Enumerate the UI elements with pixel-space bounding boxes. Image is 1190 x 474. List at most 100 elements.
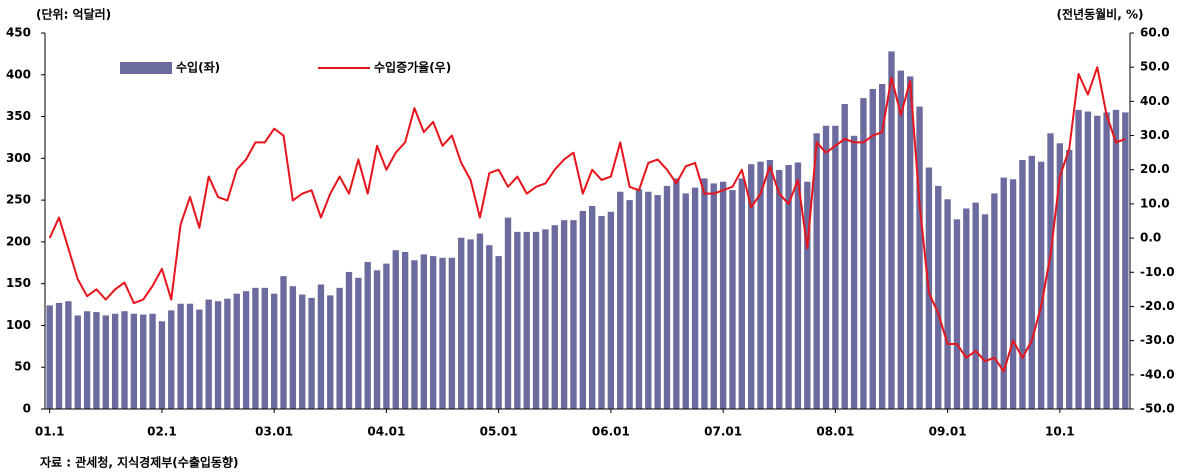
y-tick-label: 450 [6, 26, 31, 40]
bar [224, 298, 231, 409]
y-tick-label: 150 [6, 276, 31, 290]
bar [111, 313, 119, 409]
bar [299, 294, 306, 409]
bar [523, 231, 530, 409]
y2-tick-label: 10.0 [1140, 196, 1170, 210]
y-tick-label: 50 [14, 360, 31, 374]
bar [729, 190, 736, 409]
bar [682, 193, 689, 409]
bar [364, 261, 371, 409]
bar [93, 312, 100, 409]
bar [140, 314, 147, 409]
y2-tick-label: -30.0 [1140, 333, 1175, 347]
bar [766, 160, 774, 409]
bar [813, 133, 820, 409]
bar [504, 217, 512, 409]
bar [168, 310, 175, 409]
bar [1084, 111, 1092, 409]
source: 자료 : 관세청, 지식경제부(수출입동향) [40, 455, 238, 470]
bar [458, 237, 465, 409]
y-tick-label: 100 [6, 318, 31, 332]
bar [841, 104, 848, 410]
y2-tick-label: 0.0 [1140, 231, 1161, 245]
y2-tick-label: 60.0 [1140, 26, 1170, 40]
bar [149, 313, 156, 409]
bar [1037, 161, 1045, 409]
bar [289, 286, 297, 409]
bar [121, 311, 128, 409]
legend-label: 수입(좌) [176, 60, 220, 75]
bar [897, 70, 905, 409]
bar [345, 271, 353, 409]
bar [551, 225, 558, 409]
bar [654, 195, 661, 409]
bar [710, 183, 717, 409]
bar [476, 233, 484, 409]
bar [822, 125, 830, 409]
x-tick-label: 01.1 [35, 425, 65, 439]
bar [757, 161, 764, 409]
bar [317, 284, 325, 409]
bar [205, 299, 212, 409]
bar [429, 256, 437, 409]
bar [598, 215, 605, 409]
bar [383, 263, 390, 409]
bar [74, 315, 81, 409]
y2-tick-label: -20.0 [1140, 299, 1175, 313]
bar [878, 83, 886, 410]
bar [981, 214, 989, 409]
bar [83, 311, 91, 409]
bar [1103, 112, 1110, 409]
bar [1094, 115, 1101, 409]
x-tick-label: 07.01 [704, 425, 742, 439]
bar [270, 293, 278, 409]
y2-tick-label: -40.0 [1140, 367, 1175, 381]
bar [701, 178, 708, 409]
y2-tick-label: 30.0 [1140, 128, 1170, 142]
bar [804, 181, 811, 409]
bar [635, 189, 643, 409]
bar [532, 231, 540, 409]
bar [467, 239, 474, 409]
bar [158, 321, 166, 409]
bar [186, 303, 194, 409]
bar [514, 231, 521, 409]
y-tick-label: 250 [6, 193, 31, 207]
bar [1009, 179, 1017, 409]
y2-tick-label: -10.0 [1140, 265, 1175, 279]
x-tick-label: 10.1 [1045, 425, 1075, 439]
legend-label: 수입증가율(우) [374, 60, 451, 75]
bar [888, 51, 895, 409]
bar [963, 208, 970, 409]
bar [617, 191, 624, 409]
bar [308, 297, 315, 409]
bar [1066, 149, 1073, 409]
bar [439, 257, 446, 409]
bar [588, 205, 596, 409]
bar [626, 200, 633, 409]
bar [102, 315, 109, 409]
bar [832, 125, 839, 409]
bar [1075, 109, 1082, 410]
y-tick-label: 400 [6, 67, 31, 81]
bar [607, 211, 615, 409]
bar [935, 185, 942, 409]
bar [953, 219, 961, 409]
bar [907, 76, 914, 410]
y2-tick-label: 40.0 [1140, 94, 1170, 108]
bar [1056, 143, 1064, 409]
bar [1122, 112, 1129, 409]
bar [570, 220, 577, 409]
y-tick-label: 350 [6, 109, 31, 123]
bar [252, 287, 259, 409]
bar [645, 191, 652, 409]
bar [280, 276, 287, 409]
bar [495, 256, 502, 409]
bar [785, 165, 792, 409]
bar [420, 254, 427, 409]
y2-axis-label: (전년동월비, %) [1057, 7, 1144, 22]
y-tick-label: 200 [6, 234, 31, 248]
bar [776, 170, 783, 409]
bar [486, 245, 493, 409]
